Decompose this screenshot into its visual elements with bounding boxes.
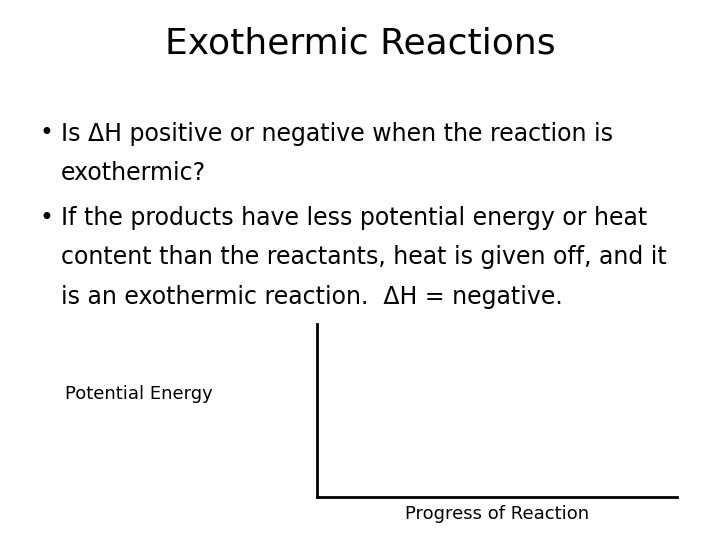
Text: Is ΔH positive or negative when the reaction is: Is ΔH positive or negative when the reac…	[61, 122, 613, 145]
Text: If the products have less potential energy or heat: If the products have less potential ener…	[61, 206, 647, 230]
Text: is an exothermic reaction.  ΔH = negative.: is an exothermic reaction. ΔH = negative…	[61, 285, 563, 308]
Text: Exothermic Reactions: Exothermic Reactions	[165, 27, 555, 61]
Text: •: •	[40, 206, 53, 230]
X-axis label: Progress of Reaction: Progress of Reaction	[405, 505, 589, 523]
Text: exothermic?: exothermic?	[61, 161, 207, 185]
Text: •: •	[40, 122, 53, 145]
Text: content than the reactants, heat is given off, and it: content than the reactants, heat is give…	[61, 245, 667, 269]
Text: Potential Energy: Potential Energy	[65, 385, 212, 403]
